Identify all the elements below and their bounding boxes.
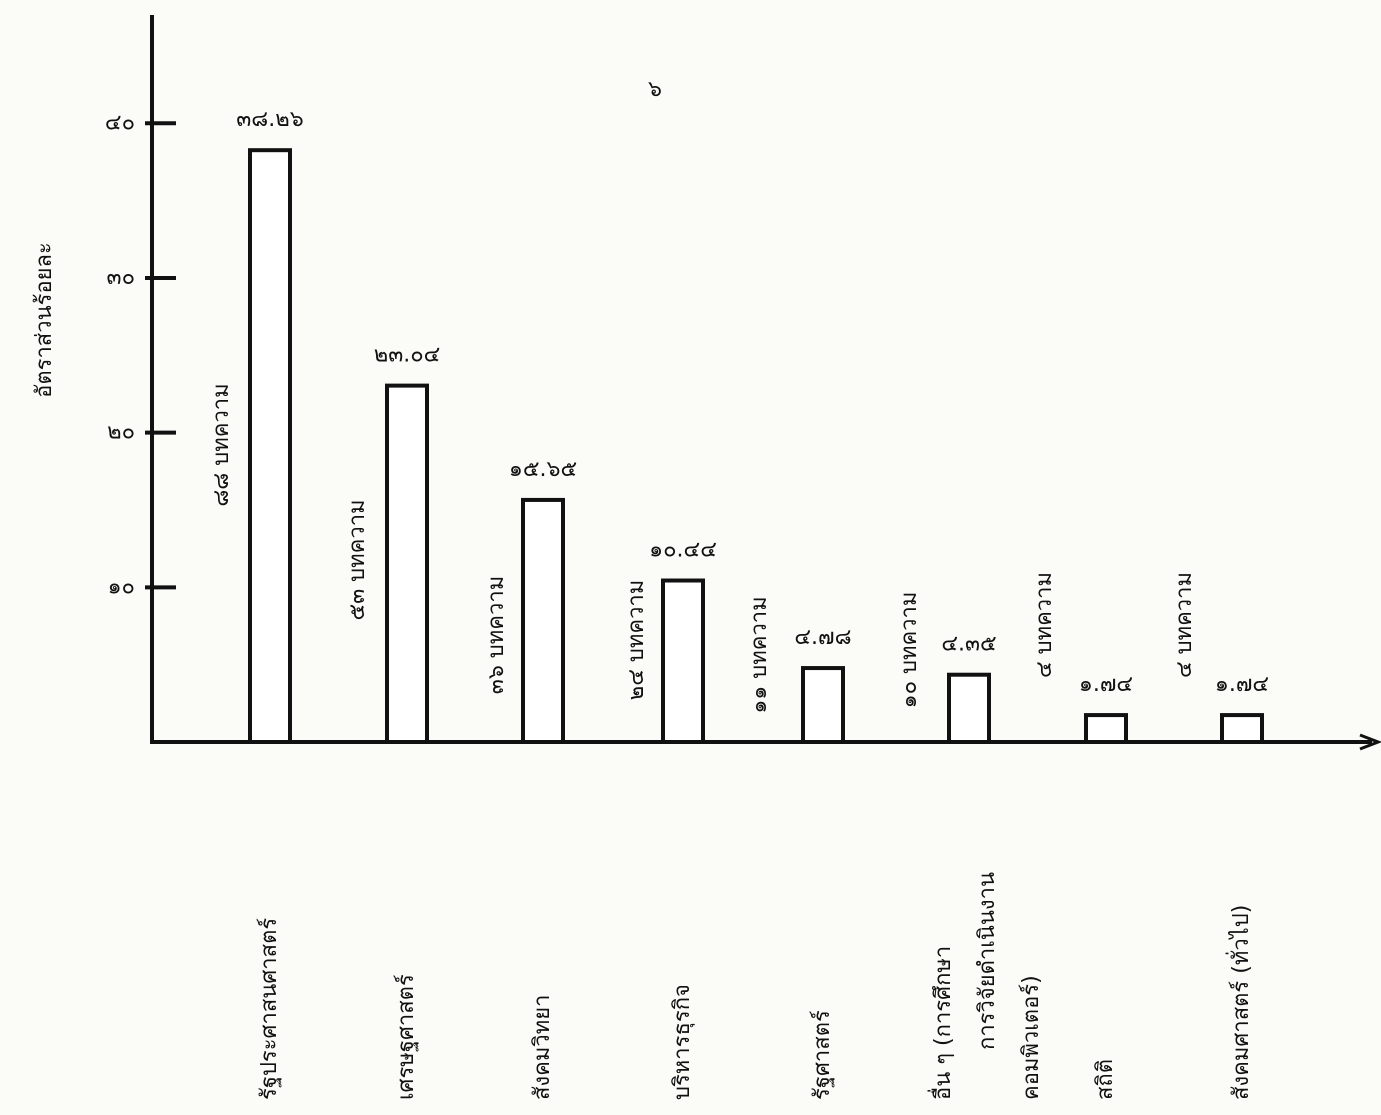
page-number: ๖ (648, 77, 662, 102)
bar (248, 148, 292, 745)
y-tick-label: ๒๐ (107, 420, 135, 445)
x-tick-label: สถิติ (1093, 1059, 1118, 1100)
x-tick-label: บริหารธุรกิจ (670, 984, 695, 1100)
value-label: ๑๐.๔๔ (649, 538, 717, 563)
y-tick-label: ๓๐ (107, 265, 135, 290)
x-tick-label: รัฐศาสตร์ (810, 1010, 835, 1100)
bar (385, 383, 429, 744)
bar (1220, 713, 1264, 744)
value-label: ๔.๓๕ (941, 632, 996, 657)
count-label: ๔ บทความ (1032, 572, 1057, 678)
count-label: ๒๔ บทความ (624, 580, 649, 701)
x-tick-label: อื่น ๆ (การศึกษา การวิจัยดำเนินงาน คอมพิวเ… (927, 872, 1044, 1100)
y-axis-title: อัตราส่วนร้อยละ (32, 242, 57, 398)
x-tick-label: เศรษฐศาสตร์ (394, 974, 419, 1100)
count-label: ๑๐ บทความ (897, 592, 922, 709)
value-label: ๔.๗๘ (794, 625, 851, 650)
axis-arrow (1359, 733, 1381, 751)
x-tick-label: สังคมวิทยา (530, 995, 555, 1101)
value-label: ๑.๗๔ (1079, 672, 1133, 697)
count-label: ๕๓ บทความ (345, 499, 370, 620)
count-label: ๔ บทความ (1172, 572, 1197, 678)
bar (947, 672, 991, 744)
value-label: ๑.๗๔ (1215, 672, 1269, 697)
value-label: ๒๓.๐๔ (374, 343, 441, 368)
y-tick-label: ๔๐ (105, 110, 135, 135)
x-tick-label: รัฐประศาสนศาสตร์ (257, 918, 282, 1100)
bar (521, 497, 565, 744)
count-label: ๘๘ บทความ (209, 383, 234, 506)
bar (1084, 713, 1128, 744)
x-tick-label: สังคมศาสตร์ (ทั่วไป) (1225, 905, 1254, 1100)
count-label: ๑๑ บทความ (747, 596, 772, 713)
count-label: ๓๖ บทความ (484, 576, 509, 694)
bar (801, 666, 845, 745)
value-label: ๓๘.๒๖ (236, 107, 303, 132)
value-label: ๑๕.๖๕ (509, 457, 577, 482)
y-tick-label: ๑๐ (108, 574, 135, 599)
bar (661, 578, 705, 744)
